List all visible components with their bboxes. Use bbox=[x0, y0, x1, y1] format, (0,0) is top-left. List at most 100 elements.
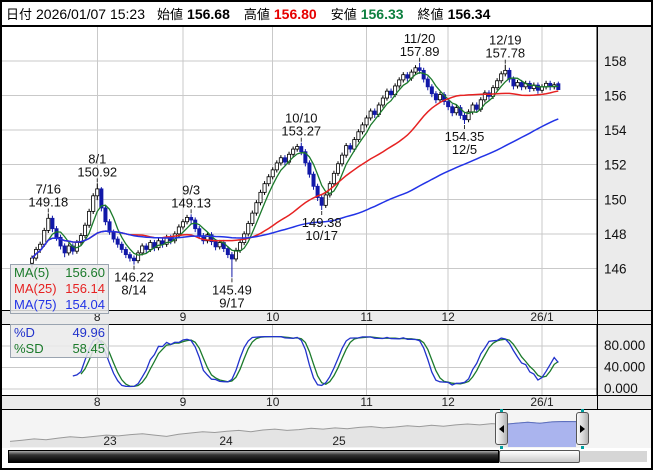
date-label: 日付 bbox=[6, 7, 33, 22]
main-x-axis: 8 9 10 11 12 26/1 bbox=[2, 310, 651, 325]
low-value: 156.33 bbox=[360, 5, 404, 22]
range-right-handle-button[interactable] bbox=[576, 412, 589, 445]
svg-text:10/10: 10/10 bbox=[285, 111, 318, 126]
svg-text:148: 148 bbox=[604, 227, 627, 242]
handle-mark bbox=[500, 409, 503, 412]
x-axis-label: 26/1 bbox=[530, 310, 554, 324]
x-axis-label: 8 bbox=[93, 395, 101, 409]
quote-header: 日付 2026/01/07 15:23 始値 156.68 高値 156.80 … bbox=[2, 2, 651, 27]
price-axis-labels: 158 156 154 152 150 148 146 bbox=[604, 54, 627, 277]
low-label: 安値 bbox=[330, 7, 357, 22]
candlestick-series bbox=[29, 62, 561, 278]
svg-text:146: 146 bbox=[604, 261, 627, 276]
svg-text:80.000: 80.000 bbox=[604, 338, 645, 353]
nav-year-labels: 23 24 25 bbox=[103, 434, 346, 448]
ma25-value: 156.14 bbox=[65, 281, 105, 296]
x-axis-label: 10 bbox=[266, 395, 280, 409]
x-axis-label: 8 bbox=[93, 310, 101, 324]
svg-text:40.000: 40.000 bbox=[604, 359, 645, 374]
ma-legend: MA(5) 156.60 MA(25) 156.14 MA(75) 154.04 bbox=[10, 264, 109, 314]
x-axis-label: 12 bbox=[441, 395, 455, 409]
ma5-legend-row: MA(5) 156.60 bbox=[14, 265, 105, 281]
moving-average-lines bbox=[31, 71, 559, 259]
svg-text:149.18: 149.18 bbox=[28, 194, 68, 209]
svg-text:10/17: 10/17 bbox=[305, 228, 338, 243]
svg-text:146.22: 146.22 bbox=[114, 270, 154, 285]
handle-mark bbox=[581, 446, 584, 449]
close-label: 終値 bbox=[417, 7, 444, 22]
high-label: 高値 bbox=[243, 7, 270, 22]
high-value: 156.80 bbox=[273, 5, 317, 22]
svg-text:24: 24 bbox=[219, 434, 233, 448]
svg-text:149.38: 149.38 bbox=[302, 215, 342, 230]
stoch-d-line bbox=[72, 335, 559, 388]
close-value: 156.34 bbox=[447, 5, 491, 22]
svg-text:158: 158 bbox=[604, 54, 627, 69]
svg-text:154: 154 bbox=[604, 123, 627, 138]
stoch-d-row: %D 49.96 bbox=[14, 325, 105, 341]
stoch-sd-line bbox=[80, 335, 559, 388]
ma75-line bbox=[31, 118, 559, 259]
stochastic-legend: %D 49.96 %SD 58.45 bbox=[10, 324, 109, 358]
x-axis-label: 11 bbox=[360, 310, 373, 324]
ma5-value: 156.60 bbox=[65, 265, 105, 280]
ma25-label: MA(25) bbox=[14, 281, 57, 296]
svg-text:12/5: 12/5 bbox=[452, 142, 477, 157]
stoch-sd-row: %SD 58.45 bbox=[14, 341, 105, 357]
svg-text:8/14: 8/14 bbox=[121, 283, 146, 298]
scrollbar-thumb[interactable] bbox=[499, 450, 580, 463]
svg-text:0.000: 0.000 bbox=[604, 381, 638, 395]
svg-text:23: 23 bbox=[103, 434, 117, 448]
x-axis-label: 9 bbox=[179, 310, 187, 324]
stochastic-x-axis: 8 9 10 11 12 26/1 bbox=[2, 395, 651, 410]
x-axis-label: 10 bbox=[266, 310, 280, 324]
range-navigator[interactable]: 23 24 25 bbox=[2, 409, 651, 448]
svg-text:12/19: 12/19 bbox=[489, 33, 522, 48]
time-scrollbar[interactable] bbox=[8, 450, 647, 463]
stoch-sd-value: 58.45 bbox=[72, 341, 105, 356]
svg-text:153.27: 153.27 bbox=[281, 124, 321, 139]
stochastic-chart[interactable]: 80.000 40.000 0.000 bbox=[2, 325, 651, 395]
left-arrow-icon bbox=[499, 424, 504, 433]
svg-text:9/3: 9/3 bbox=[182, 182, 200, 197]
scrollbar-track-rest[interactable] bbox=[580, 451, 647, 462]
open-label: 始値 bbox=[157, 7, 184, 22]
x-axis-label: 11 bbox=[360, 395, 373, 409]
open-value: 156.68 bbox=[187, 5, 230, 22]
date-value: 2026/01/07 15:23 bbox=[36, 5, 146, 22]
x-axis-label: 9 bbox=[179, 395, 187, 409]
stoch-d-value: 49.96 bbox=[72, 325, 105, 340]
stoch-d-label: %D bbox=[14, 325, 35, 340]
svg-text:11/20: 11/20 bbox=[404, 31, 436, 46]
svg-text:8/1: 8/1 bbox=[88, 151, 106, 166]
scrollbar-track-fill[interactable] bbox=[8, 450, 499, 463]
svg-text:25: 25 bbox=[332, 434, 346, 448]
nav-history-area bbox=[9, 420, 577, 447]
right-arrow-icon bbox=[580, 424, 585, 433]
svg-text:150: 150 bbox=[604, 192, 627, 207]
nav-selected-range[interactable] bbox=[10, 420, 576, 448]
ma75-legend-row: MA(75) 154.04 bbox=[14, 297, 105, 313]
svg-text:145.49: 145.49 bbox=[212, 282, 252, 297]
range-left-handle-button[interactable] bbox=[495, 412, 508, 445]
handle-mark bbox=[581, 409, 584, 412]
svg-text:156: 156 bbox=[604, 88, 627, 103]
navigator-chart: 23 24 25 bbox=[9, 420, 577, 448]
axis-panel-divider bbox=[597, 27, 598, 410]
svg-text:157.78: 157.78 bbox=[485, 46, 525, 61]
svg-text:150.92: 150.92 bbox=[77, 164, 117, 179]
svg-text:157.89: 157.89 bbox=[400, 44, 440, 59]
svg-text:149.13: 149.13 bbox=[171, 195, 211, 210]
svg-text:152: 152 bbox=[604, 158, 627, 173]
ma25-legend-row: MA(25) 156.14 bbox=[14, 281, 105, 297]
svg-text:154.35: 154.35 bbox=[445, 129, 485, 144]
ma75-label: MA(75) bbox=[14, 297, 57, 312]
svg-text:7/16: 7/16 bbox=[36, 181, 61, 196]
ma75-value: 154.04 bbox=[65, 297, 105, 312]
svg-text:9/17: 9/17 bbox=[219, 295, 244, 310]
ma5-label: MA(5) bbox=[14, 265, 50, 280]
x-axis-label: 26/1 bbox=[530, 395, 554, 409]
